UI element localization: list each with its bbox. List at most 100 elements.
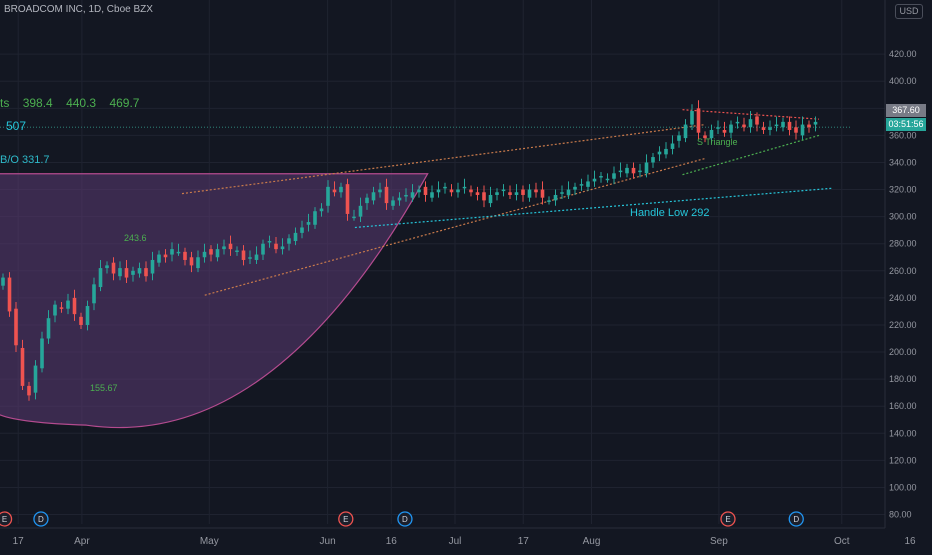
candle-body <box>170 249 174 255</box>
candle-body <box>280 246 285 250</box>
candle-body <box>391 200 395 206</box>
event-marker-label: E <box>725 515 730 524</box>
candle-body <box>612 173 616 179</box>
candle-body <box>599 176 603 178</box>
candle-body <box>118 268 122 277</box>
candle-body <box>742 124 746 128</box>
time-tick-label: Sep <box>710 536 728 547</box>
candle-body <box>794 127 798 133</box>
earnings-marker <box>0 511 13 527</box>
candle-body <box>703 135 707 139</box>
price-tick-label: 360.00 <box>889 130 917 140</box>
candle-body <box>79 316 83 325</box>
price-tick-label: 200.00 <box>889 347 917 357</box>
targets-prefix: ts <box>0 96 10 110</box>
candle-body <box>183 251 187 260</box>
price-tick-label: 420.00 <box>889 49 917 59</box>
candle-body <box>98 268 103 288</box>
candle-body <box>235 250 239 252</box>
candle-body <box>326 186 330 206</box>
candle-body <box>625 167 629 174</box>
last-price-label: 367.60 <box>886 104 926 117</box>
candle-body <box>677 135 681 141</box>
candle-body <box>72 297 77 315</box>
candle-body <box>807 124 811 128</box>
candle-body <box>92 284 96 304</box>
candle-body <box>365 197 369 204</box>
candle-body <box>228 243 233 250</box>
candle-body <box>248 257 252 259</box>
candle-body <box>7 277 12 312</box>
candle-body <box>638 170 642 173</box>
candle-body <box>670 143 675 149</box>
candle-body <box>553 194 558 201</box>
candle-body <box>586 181 590 187</box>
label-155-67: 155.67 <box>90 383 118 393</box>
time-tick-label: 16 <box>904 536 916 547</box>
candle-body <box>267 241 272 243</box>
candle-body <box>508 192 512 195</box>
candle-body <box>709 129 714 139</box>
candle-body <box>339 186 343 193</box>
candle-body <box>46 318 51 339</box>
cup-area <box>0 173 429 429</box>
dividend-marker <box>788 511 804 527</box>
price-tick-label: 120.00 <box>889 455 917 465</box>
currency-badge[interactable]: USD <box>895 4 923 19</box>
candle-body <box>378 189 382 193</box>
price-tick-label: 340.00 <box>889 157 917 167</box>
candle-body <box>215 249 220 258</box>
price-tick-label: 400.00 <box>889 76 917 86</box>
price-tick-label: 180.00 <box>889 374 917 384</box>
candle-body <box>761 127 766 130</box>
price-axis[interactable]: 420.00400.00380.00360.00340.00320.00300.… <box>884 0 932 550</box>
candle-body <box>345 184 350 214</box>
breakout-annotation: B/O 331.7 <box>0 154 50 166</box>
candle-body <box>449 189 454 193</box>
candle-body <box>787 121 792 130</box>
candle-body <box>768 127 772 130</box>
candle-body <box>254 254 259 260</box>
candle-body <box>469 189 473 193</box>
target-2: 440.3 <box>66 96 97 110</box>
candle-body <box>352 216 356 219</box>
candle-body <box>690 111 694 125</box>
bar-countdown-label: 03:51:56 <box>886 118 926 131</box>
candle-body <box>735 121 740 124</box>
candle-body <box>137 268 142 274</box>
candle-body <box>371 192 376 201</box>
candle-body <box>716 127 720 129</box>
dividend-marker <box>33 511 49 527</box>
time-tick-label: May <box>200 536 219 547</box>
candle-body <box>144 268 148 277</box>
candle-body <box>53 304 57 316</box>
candle-body <box>404 194 408 197</box>
price-tick-label: 140.00 <box>889 428 917 438</box>
label-handle-low: Handle Low 292 <box>630 207 710 219</box>
candle-body <box>527 189 532 198</box>
target-1: 398.4 <box>22 96 53 110</box>
targets-annotation: ts 398.4 440.3 469.7 <box>0 96 149 110</box>
price-axis-bg <box>885 0 932 550</box>
candle-body <box>358 205 363 217</box>
candle-body <box>163 254 168 258</box>
candle-body <box>59 307 64 309</box>
candle-body <box>534 189 538 193</box>
candle-body <box>605 178 610 181</box>
candle-body <box>430 192 434 198</box>
label-243-6: 243.6 <box>124 233 147 243</box>
event-marker-label: D <box>793 515 799 524</box>
candle-body <box>241 250 246 260</box>
candle-body <box>729 124 733 133</box>
time-tick-label: Apr <box>74 536 90 547</box>
chart-labels: 243.6 155.67 S Triangle Handle Low 292 <box>90 137 738 393</box>
candle-body <box>124 268 129 278</box>
price-tick-label: 80.00 <box>889 510 912 520</box>
candle-body <box>150 259 155 274</box>
candle-body <box>157 254 161 263</box>
level-507-annotation: 507 <box>6 119 27 133</box>
time-axis[interactable]: 17 Apr May Jun 16 Jul 17 Aug Sep Oct 16 <box>0 527 916 547</box>
